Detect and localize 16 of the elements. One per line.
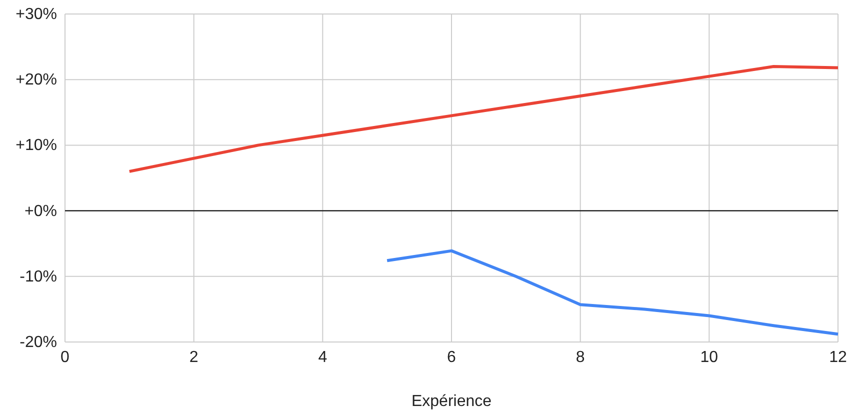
x-axis-title: Expérience [411,393,492,410]
x-tick-label: 8 [576,349,585,366]
line-series [128,64,840,173]
y-tick-label: +20% [16,72,57,89]
y-tick-label: +0% [24,202,57,220]
x-tick-label: 4 [318,349,328,366]
y-tick-label: +10% [16,137,57,154]
x-tick-label: 2 [189,349,198,366]
x-tick-label: 10 [700,349,718,366]
y-tick-label: -20% [20,334,57,351]
line-series [386,249,840,336]
x-tick-label: 0 [60,349,70,366]
x-tick-label: 12 [829,349,847,366]
y-tick-label: -10% [20,268,57,286]
x-tick-label: 6 [447,349,456,366]
y-tick-label: +30% [16,6,57,23]
